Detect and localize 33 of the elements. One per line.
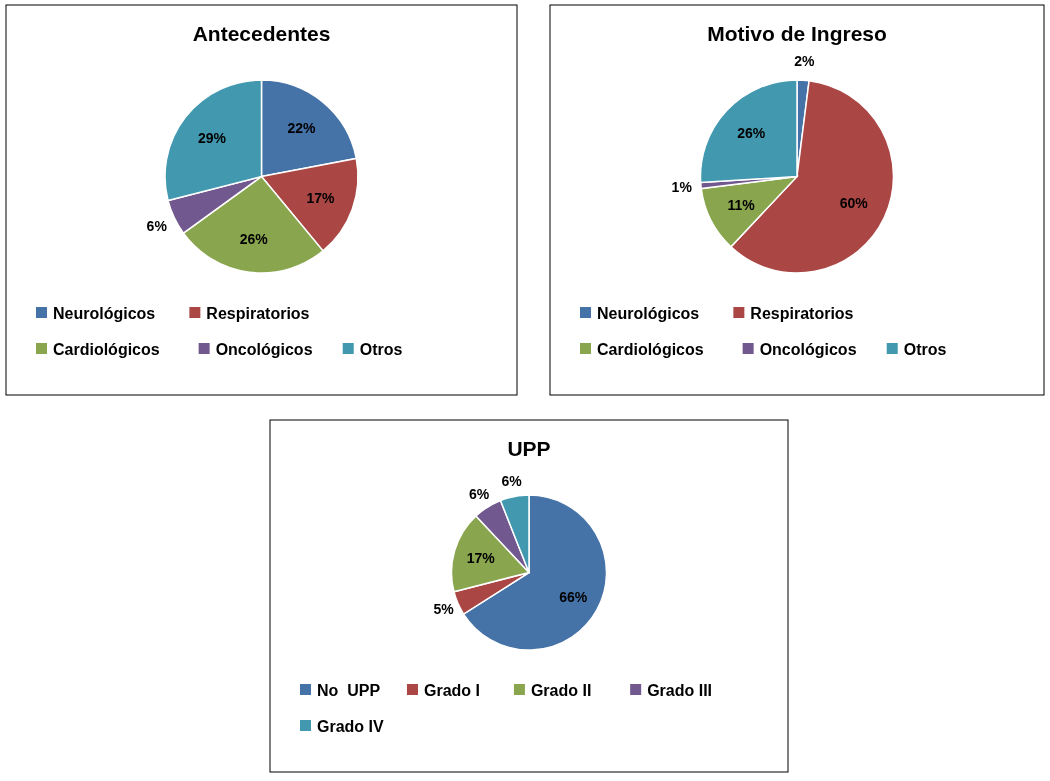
data-label: 22% [287, 120, 317, 137]
data-label: 6% [469, 485, 490, 502]
data-label: 2% [794, 52, 815, 69]
data-label: 29% [197, 129, 227, 146]
data-label: 11% [727, 196, 756, 213]
legend-label: Respiratorios [750, 304, 854, 322]
data-label: 6% [146, 217, 168, 234]
legend-label: No UPP [317, 681, 381, 699]
chart-title: Motivo de Ingreso [707, 22, 887, 45]
data-label: 1% [671, 179, 693, 196]
legend-label: Neurológicos [53, 304, 156, 322]
data-label: 60% [839, 195, 869, 212]
legend-label: Cardiológicos [597, 340, 704, 358]
legend-label: Respiratorios [206, 304, 310, 322]
legend-label: Otros [359, 340, 403, 358]
chart-title: UPP [507, 437, 551, 460]
legend-label: Oncológicos [759, 340, 857, 358]
legend-label: Grado III [647, 681, 713, 699]
data-label: 17% [306, 189, 336, 206]
data-label: 6% [501, 473, 523, 490]
data-label: 26% [239, 230, 269, 247]
legend-label: Grado I [423, 681, 480, 699]
legend-label: Otros [903, 340, 947, 358]
data-label: 26% [737, 125, 766, 142]
legend-label: Grado IV [317, 717, 385, 735]
data-label: 66% [559, 588, 588, 605]
legend-label: Neurológicos [597, 304, 700, 322]
data-label: 5% [433, 601, 455, 618]
legend-label: Oncológicos [215, 340, 313, 358]
legend-label: Grado II [530, 681, 592, 699]
data-label: 17% [466, 550, 496, 567]
chart-title: Antecedentes [192, 22, 331, 45]
legend-label: Cardiológicos [53, 340, 160, 358]
